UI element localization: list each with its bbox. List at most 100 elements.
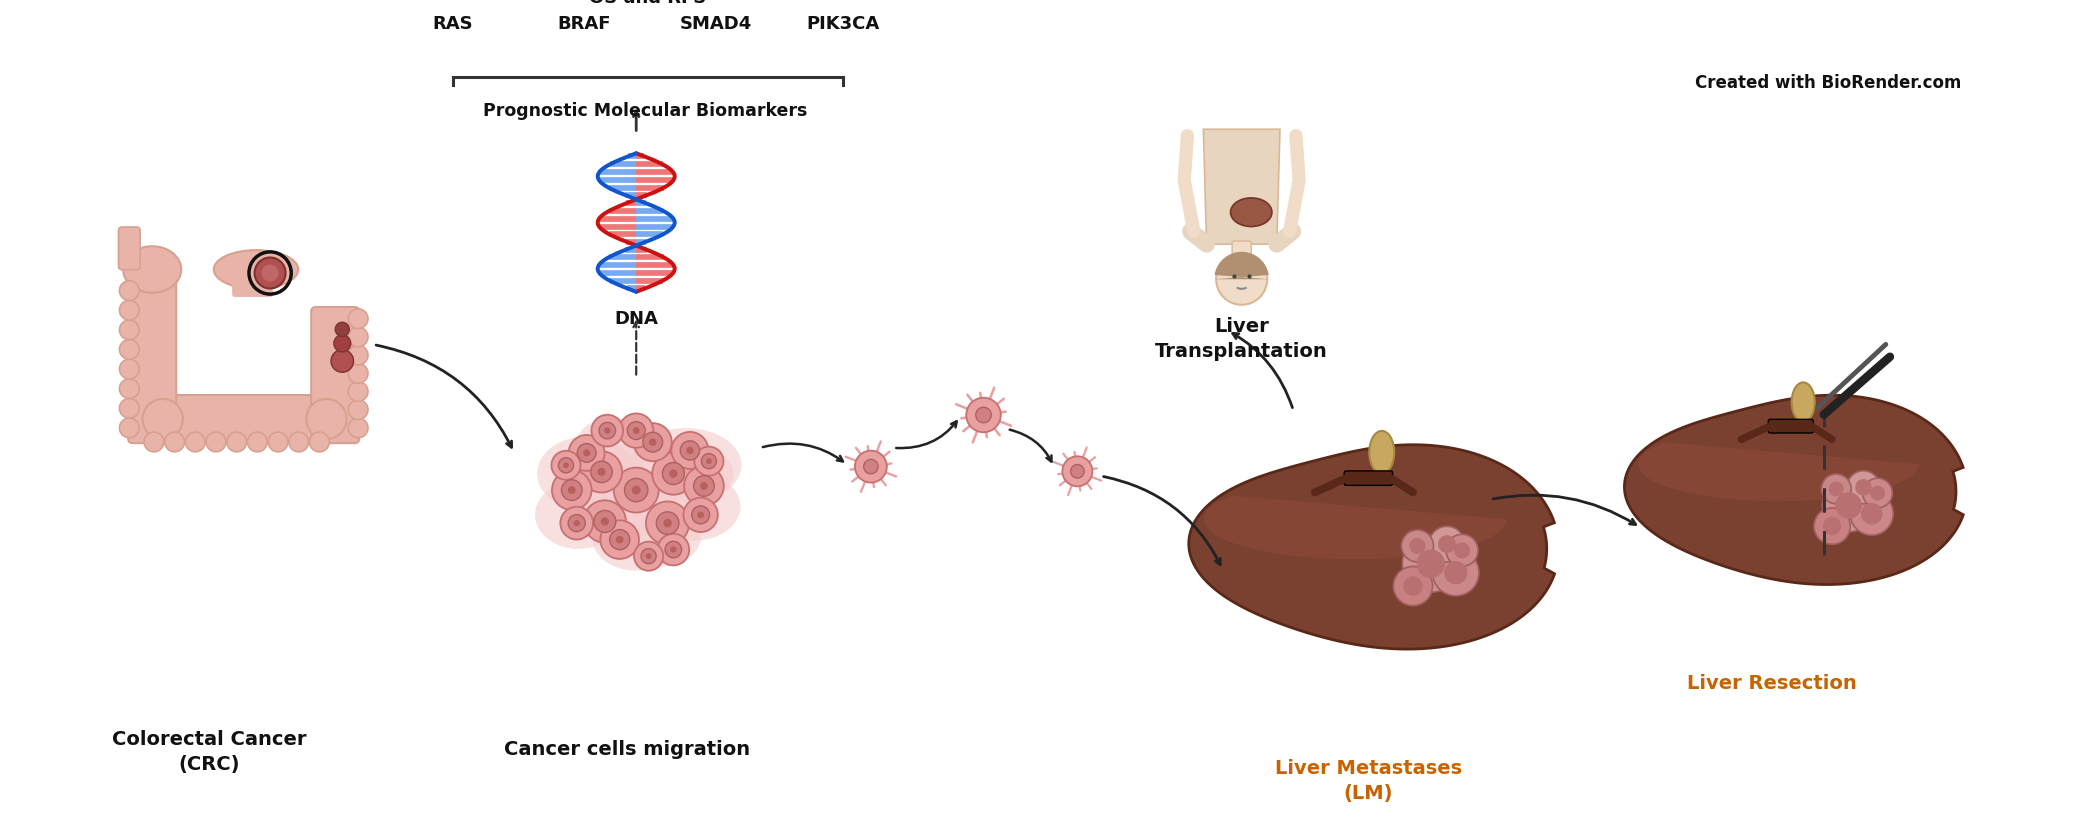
Circle shape: [581, 452, 622, 493]
Circle shape: [645, 554, 652, 560]
Circle shape: [583, 450, 589, 457]
Polygon shape: [1214, 253, 1270, 280]
Circle shape: [349, 364, 367, 383]
Circle shape: [120, 282, 139, 301]
Text: OS and RFS: OS and RFS: [589, 0, 708, 7]
Polygon shape: [1189, 445, 1554, 649]
Text: Cancer cells migration: Cancer cells migration: [504, 739, 749, 758]
Circle shape: [1828, 482, 1845, 497]
Circle shape: [652, 453, 695, 495]
Circle shape: [560, 507, 593, 540]
Circle shape: [610, 530, 629, 550]
Circle shape: [120, 301, 139, 320]
Circle shape: [598, 469, 606, 476]
Ellipse shape: [537, 437, 637, 511]
Circle shape: [672, 432, 708, 469]
Circle shape: [205, 432, 226, 452]
Circle shape: [681, 441, 699, 460]
Circle shape: [1870, 486, 1884, 501]
Circle shape: [552, 470, 591, 510]
Circle shape: [699, 483, 708, 490]
Ellipse shape: [122, 247, 181, 293]
Circle shape: [1444, 561, 1467, 585]
Circle shape: [1071, 465, 1083, 479]
Text: Liver Resection: Liver Resection: [1687, 673, 1857, 692]
Circle shape: [1409, 538, 1426, 554]
Circle shape: [643, 433, 662, 453]
Circle shape: [577, 444, 596, 463]
Circle shape: [569, 487, 575, 494]
Circle shape: [1836, 493, 1861, 519]
Circle shape: [1847, 471, 1880, 504]
Circle shape: [1216, 254, 1268, 306]
FancyBboxPatch shape: [1345, 471, 1392, 486]
Circle shape: [656, 513, 679, 535]
Ellipse shape: [575, 418, 649, 480]
Circle shape: [658, 534, 689, 566]
Circle shape: [604, 428, 610, 434]
Ellipse shape: [1791, 383, 1816, 422]
Circle shape: [666, 542, 681, 558]
Ellipse shape: [1370, 431, 1394, 474]
Circle shape: [1455, 542, 1469, 559]
Circle shape: [1824, 518, 1841, 536]
Circle shape: [334, 335, 351, 353]
Polygon shape: [1204, 130, 1280, 245]
Circle shape: [309, 432, 330, 452]
Polygon shape: [1637, 443, 1919, 502]
Ellipse shape: [1230, 199, 1272, 228]
Circle shape: [268, 432, 288, 452]
Circle shape: [185, 432, 205, 452]
Circle shape: [600, 521, 639, 559]
Circle shape: [600, 423, 616, 440]
Circle shape: [593, 511, 616, 532]
Circle shape: [1822, 474, 1851, 504]
Circle shape: [618, 414, 654, 448]
Ellipse shape: [562, 444, 710, 537]
Circle shape: [863, 460, 878, 474]
Circle shape: [664, 519, 672, 527]
Circle shape: [670, 546, 676, 553]
Circle shape: [645, 502, 689, 545]
Ellipse shape: [672, 450, 732, 498]
Text: RAS: RAS: [434, 15, 473, 32]
Circle shape: [288, 432, 309, 452]
Circle shape: [631, 486, 641, 495]
Circle shape: [641, 549, 656, 564]
Circle shape: [591, 415, 622, 447]
Circle shape: [693, 476, 714, 497]
FancyBboxPatch shape: [129, 280, 176, 444]
Circle shape: [552, 451, 581, 480]
Circle shape: [625, 479, 647, 502]
Circle shape: [1430, 527, 1465, 562]
Circle shape: [569, 515, 585, 532]
Circle shape: [562, 480, 583, 501]
FancyBboxPatch shape: [118, 228, 141, 271]
Text: Created with BioRender.com: Created with BioRender.com: [1695, 74, 1961, 92]
Text: PIK3CA: PIK3CA: [805, 15, 880, 32]
Circle shape: [1062, 457, 1091, 487]
Circle shape: [1417, 550, 1444, 578]
Circle shape: [583, 501, 627, 543]
Circle shape: [635, 542, 664, 571]
FancyBboxPatch shape: [1768, 420, 1814, 434]
Circle shape: [1438, 536, 1457, 553]
Circle shape: [967, 398, 1000, 433]
Circle shape: [855, 451, 886, 483]
Circle shape: [701, 454, 716, 469]
Circle shape: [349, 346, 367, 365]
Circle shape: [691, 506, 710, 524]
Circle shape: [1403, 576, 1423, 596]
Circle shape: [706, 459, 712, 465]
Circle shape: [261, 265, 278, 282]
Circle shape: [662, 463, 685, 485]
Polygon shape: [1625, 396, 1963, 585]
Text: Liver Metastases
(LM): Liver Metastases (LM): [1274, 758, 1463, 802]
Circle shape: [569, 436, 604, 471]
Circle shape: [164, 432, 185, 452]
Circle shape: [600, 518, 608, 526]
Circle shape: [120, 399, 139, 419]
FancyBboxPatch shape: [232, 257, 274, 297]
Circle shape: [332, 350, 353, 373]
Circle shape: [627, 422, 645, 440]
